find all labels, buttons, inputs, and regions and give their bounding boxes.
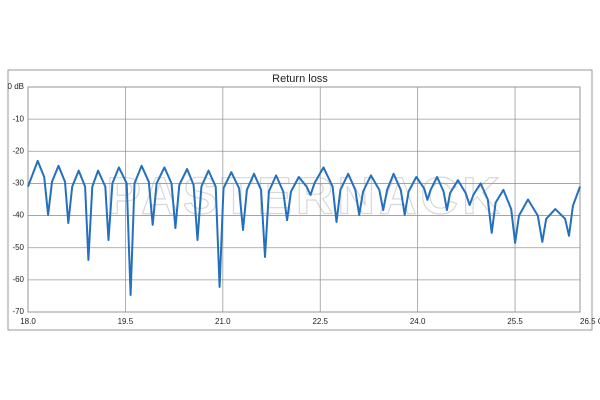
y-tick-label: -60	[12, 275, 24, 284]
y-tick-label: -70	[12, 307, 24, 316]
x-tick-label: 25.5	[507, 317, 523, 326]
data-line	[27, 159, 581, 296]
x-tick-label: 21.0	[215, 317, 231, 326]
y-tick-label: -10	[12, 114, 24, 123]
watermark: PASTERNACK	[106, 168, 503, 226]
y-tick-label: -30	[12, 179, 24, 188]
chart-title: Return loss	[272, 73, 328, 85]
y-tick-label: -40	[12, 211, 24, 220]
y-tick-label: -50	[12, 243, 24, 252]
x-tick-label: 18.0	[20, 317, 36, 326]
x-tick-label: 19.5	[118, 317, 134, 326]
y-tick-label: -20	[12, 146, 24, 155]
x-tick-label: 24.0	[410, 317, 426, 326]
y-tick-label: 0 dB	[8, 82, 24, 91]
x-tick-label: 22.5	[312, 317, 328, 326]
x-tick-label: 26.5 GHz	[580, 317, 600, 326]
